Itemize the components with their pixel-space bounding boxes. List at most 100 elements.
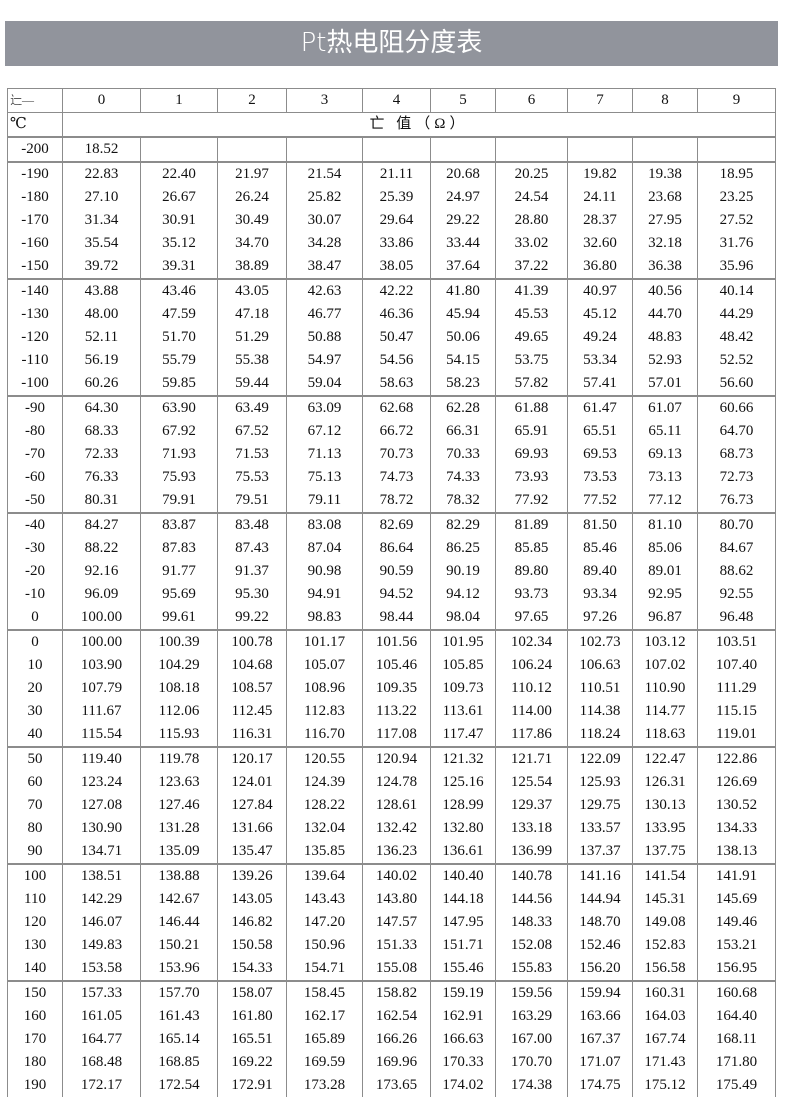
resistance-cell: 57.01 [633, 372, 698, 396]
resistance-cell: 87.04 [287, 537, 363, 560]
resistance-cell: 170.33 [431, 1051, 496, 1074]
resistance-cell: 116.70 [287, 723, 363, 747]
resistance-cell: 124.01 [218, 771, 287, 794]
resistance-cell: 52.52 [698, 349, 776, 372]
resistance-cell: 98.83 [287, 606, 363, 630]
column-header: 9 [698, 89, 776, 113]
resistance-cell: 42.22 [363, 279, 431, 303]
resistance-cell: 139.26 [218, 864, 287, 888]
temperature-cell: -40 [8, 513, 63, 537]
resistance-cell: 55.79 [141, 349, 218, 372]
temperature-cell: 100 [8, 864, 63, 888]
resistance-cell: 29.64 [363, 209, 431, 232]
resistance-cell: 73.93 [496, 466, 568, 489]
resistance-cell: 90.98 [287, 560, 363, 583]
resistance-cell: 149.08 [633, 911, 698, 934]
resistance-cell: 124.39 [287, 771, 363, 794]
resistance-cell: 88.62 [698, 560, 776, 583]
resistance-cell: 56.60 [698, 372, 776, 396]
resistance-cell: 73.53 [568, 466, 633, 489]
resistance-cell: 164.40 [698, 1005, 776, 1028]
column-header: 4 [363, 89, 431, 113]
resistance-cell: 165.14 [141, 1028, 218, 1051]
resistance-cell: 120.94 [363, 747, 431, 771]
resistance-cell: 35.96 [698, 255, 776, 279]
resistance-cell: 50.47 [363, 326, 431, 349]
resistance-cell: 149.46 [698, 911, 776, 934]
resistance-cell: 162.17 [287, 1005, 363, 1028]
resistance-cell: 113.22 [363, 700, 431, 723]
resistance-cell: 52.93 [633, 349, 698, 372]
resistance-cell: 107.79 [63, 677, 141, 700]
resistance-cell: 99.61 [141, 606, 218, 630]
resistance-cell: 97.65 [496, 606, 568, 630]
temperature-cell: -150 [8, 255, 63, 279]
resistance-cell: 68.73 [698, 443, 776, 466]
resistance-cell: 167.37 [568, 1028, 633, 1051]
resistance-cell: 62.28 [431, 396, 496, 420]
resistance-cell: 83.08 [287, 513, 363, 537]
resistance-cell: 123.63 [141, 771, 218, 794]
resistance-cell: 98.04 [431, 606, 496, 630]
resistance-cell: 21.54 [287, 162, 363, 186]
resistance-cell: 33.44 [431, 232, 496, 255]
resistance-cell: 74.33 [431, 466, 496, 489]
resistance-cell: 73.13 [633, 466, 698, 489]
resistance-cell: 89.01 [633, 560, 698, 583]
resistance-cell: 159.19 [431, 981, 496, 1005]
resistance-cell: 145.31 [633, 888, 698, 911]
resistance-cell [633, 137, 698, 162]
resistance-cell: 145.69 [698, 888, 776, 911]
resistance-cell: 175.49 [698, 1074, 776, 1097]
resistance-cell: 115.15 [698, 700, 776, 723]
resistance-cell: 161.43 [141, 1005, 218, 1028]
resistance-cell: 136.99 [496, 840, 568, 864]
resistance-cell: 52.11 [63, 326, 141, 349]
resistance-cell: 20.25 [496, 162, 568, 186]
resistance-cell: 61.88 [496, 396, 568, 420]
temperature-cell: -70 [8, 443, 63, 466]
resistance-cell: 24.11 [568, 186, 633, 209]
resistance-cell: 100.78 [218, 630, 287, 654]
resistance-cell: 88.22 [63, 537, 141, 560]
resistance-cell: 79.11 [287, 489, 363, 513]
temperature-cell: 10 [8, 654, 63, 677]
resistance-cell: 92.95 [633, 583, 698, 606]
resistance-cell: 100.00 [63, 606, 141, 630]
resistance-cell: 129.75 [568, 794, 633, 817]
resistance-cell: 21.97 [218, 162, 287, 186]
resistance-cell: 107.02 [633, 654, 698, 677]
temperature-cell: 70 [8, 794, 63, 817]
resistance-cell: 86.25 [431, 537, 496, 560]
resistance-cell: 114.38 [568, 700, 633, 723]
resistance-cell: 143.43 [287, 888, 363, 911]
resistance-cell: 31.34 [63, 209, 141, 232]
resistance-cell: 63.49 [218, 396, 287, 420]
resistance-cell: 84.67 [698, 537, 776, 560]
resistance-cell: 108.96 [287, 677, 363, 700]
unit-label: ℃ [8, 113, 63, 138]
resistance-cell: 116.31 [218, 723, 287, 747]
resistance-cell: 81.50 [568, 513, 633, 537]
temperature-cell: -160 [8, 232, 63, 255]
resistance-cell: 75.53 [218, 466, 287, 489]
temperature-cell: 0 [8, 606, 63, 630]
resistance-cell: 63.09 [287, 396, 363, 420]
resistance-cell: 127.84 [218, 794, 287, 817]
column-header: 8 [633, 89, 698, 113]
resistance-cell: 156.20 [568, 957, 633, 981]
resistance-cell: 83.48 [218, 513, 287, 537]
temperature-cell: -30 [8, 537, 63, 560]
resistance-cell: 140.02 [363, 864, 431, 888]
resistance-cell: 162.91 [431, 1005, 496, 1028]
resistance-cell: 49.24 [568, 326, 633, 349]
resistance-cell: 141.91 [698, 864, 776, 888]
temperature-cell: 180 [8, 1051, 63, 1074]
